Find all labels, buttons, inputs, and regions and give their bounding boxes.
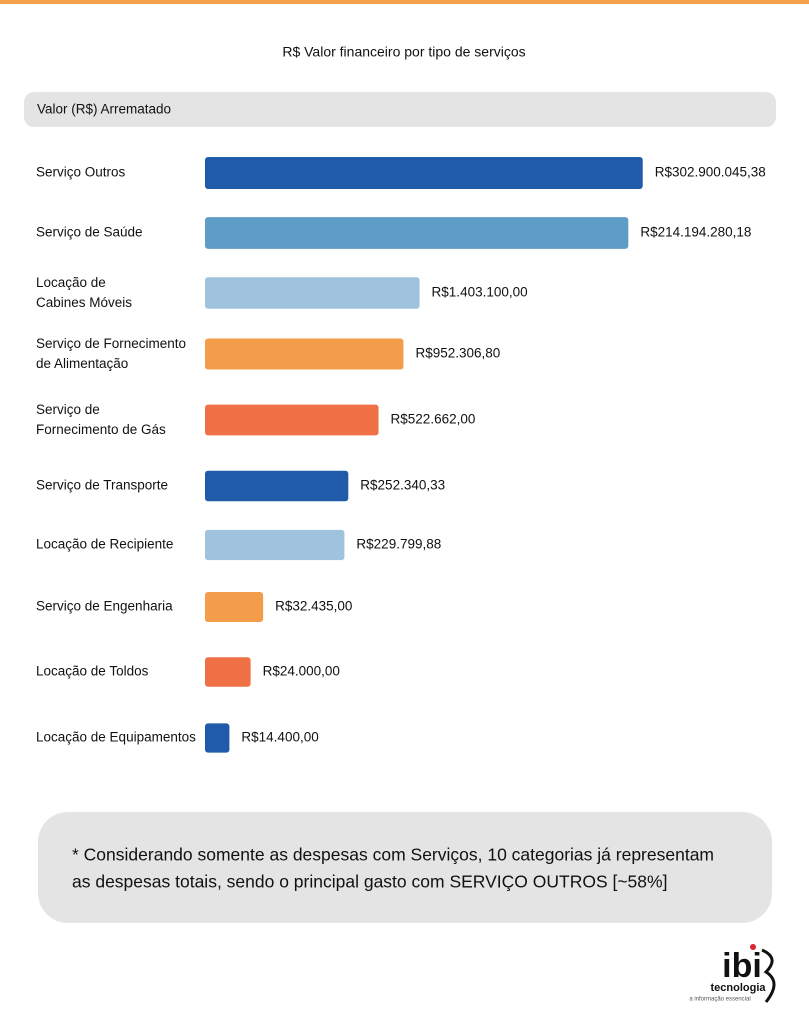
value-label: R$32.435,00	[275, 599, 352, 614]
bar	[205, 470, 349, 502]
category-label: Serviço de Fornecimento de Gás	[36, 402, 166, 437]
category-label: Locação de Cabines Móveis	[36, 275, 132, 310]
category-label: Serviço de Fornecimento de Alimentação	[36, 336, 186, 371]
note-line: * Considerando somente as despesas com S…	[72, 845, 714, 865]
value-label: R$229.799,88	[356, 537, 441, 552]
bar	[205, 338, 404, 370]
bar	[205, 657, 251, 687]
chart-title: R$ Valor financeiro por tipo de serviços	[282, 44, 525, 60]
value-label: R$1.403.100,00	[432, 285, 528, 300]
value-label: R$952.306,80	[415, 346, 500, 361]
logo-swoosh	[761, 948, 776, 1003]
header-label: Valor (R$) Arrematado	[37, 102, 171, 117]
category-label: Locação de Toldos	[36, 664, 149, 679]
category-label: Serviço de Engenharia	[36, 599, 173, 614]
bar	[205, 404, 379, 436]
bar	[205, 277, 420, 309]
bar	[205, 592, 264, 622]
category-label: Serviço Outros	[36, 165, 126, 180]
bar	[205, 217, 629, 249]
note-box	[38, 812, 772, 923]
value-label: R$522.662,00	[391, 412, 476, 427]
bar	[205, 723, 230, 753]
bar	[205, 529, 345, 561]
category-label: Serviço de Saúde	[36, 225, 143, 240]
top-rule	[0, 0, 809, 4]
logo-tagline: tecnologia	[710, 982, 766, 994]
value-label: R$14.400,00	[241, 730, 318, 745]
value-label: R$302.900.045,38	[655, 165, 766, 180]
bar	[205, 157, 643, 189]
logo-slogan: a informação essencial	[689, 997, 750, 1003]
logo-name: ibi	[722, 947, 762, 985]
category-label: Locação de Recipiente	[36, 537, 173, 552]
value-label: R$214.194.280,18	[640, 225, 751, 240]
note-line: as despesas totais, sendo o principal ga…	[72, 872, 667, 892]
header-band	[24, 92, 776, 127]
category-label: Locação de Equipamentos	[36, 730, 196, 745]
value-label: R$252.340,33	[360, 478, 445, 493]
category-label: Serviço de Transporte	[36, 478, 168, 493]
logo-dot	[750, 944, 756, 950]
value-label: R$24.000,00	[263, 664, 340, 679]
